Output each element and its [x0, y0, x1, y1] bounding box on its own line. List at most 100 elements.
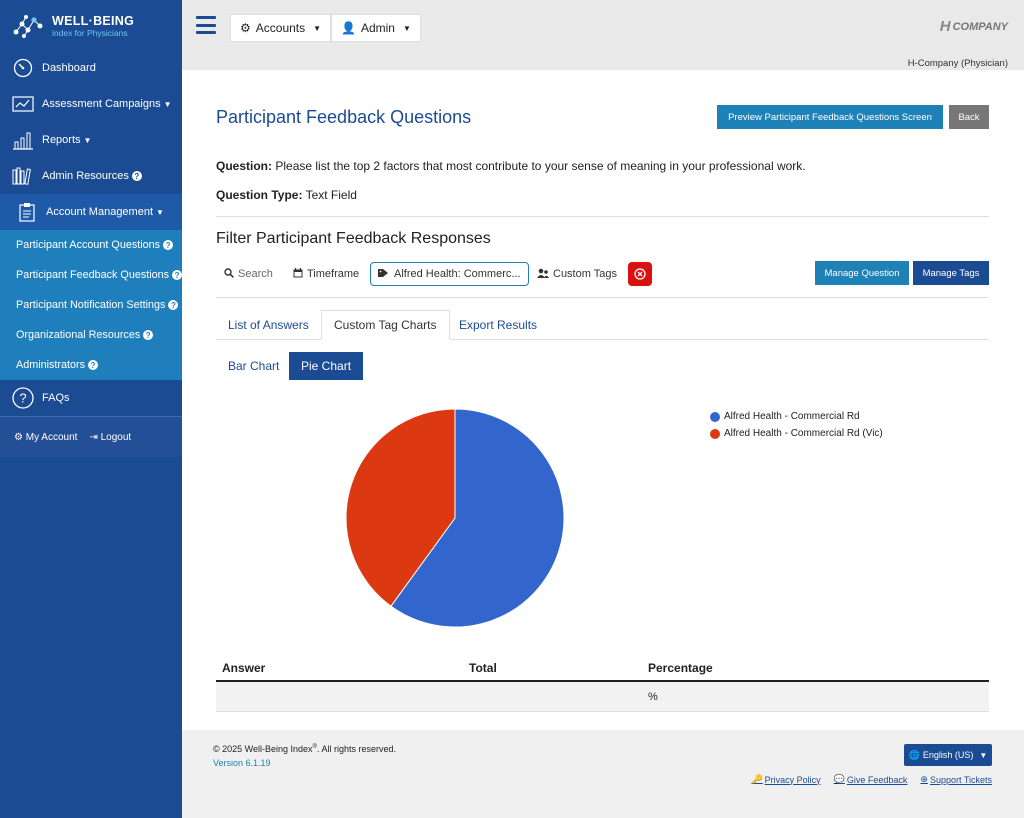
sidebar-item-assessment-campaigns[interactable]: Assessment Campaigns ▼	[0, 86, 182, 122]
sidebar-item-dashboard[interactable]: Dashboard	[0, 50, 182, 86]
help-icon[interactable]: ?	[88, 360, 98, 370]
current-user-label: H-Company (Physician)	[907, 58, 1008, 69]
brand-logo-icon	[13, 15, 43, 38]
users-icon	[537, 268, 549, 281]
back-button[interactable]: Back	[949, 105, 989, 129]
accounts-dropdown[interactable]: ⚙ Accounts ▼	[230, 14, 332, 42]
account-management-submenu: Participant Account Questions? Participa…	[0, 230, 182, 380]
sidebar-item-faqs[interactable]: ? FAQs	[0, 380, 182, 416]
question-type-value: Text Field	[305, 188, 357, 202]
language-dropdown[interactable]: 🌐 English (US) ▼	[904, 744, 992, 766]
preview-button[interactable]: Preview Participant Feedback Questions S…	[717, 105, 943, 129]
table-row: %	[216, 682, 989, 712]
divider	[216, 216, 989, 217]
filter-section-title: Filter Participant Feedback Responses	[216, 230, 491, 247]
sidebar-item-organizational-resources[interactable]: Organizational Resources?	[0, 320, 182, 350]
pie-chart-svg	[345, 408, 565, 628]
tags-icon	[378, 268, 390, 281]
sidebar-item-participant-account-questions[interactable]: Participant Account Questions?	[0, 230, 182, 260]
brand-title: WELL·BEING	[52, 14, 135, 28]
chart-legend: Alfred Health - Commercial Rd Alfred Heal…	[710, 408, 883, 442]
my-account-link[interactable]: ⚙ My Account	[14, 432, 77, 443]
campaign-icon	[12, 93, 34, 115]
sidebar-item-administrators[interactable]: Administrators?	[0, 350, 182, 380]
question-label: Question:	[216, 159, 272, 173]
pie-slice-0[interactable]	[390, 408, 565, 628]
help-icon[interactable]: ?	[163, 240, 174, 250]
version-label: Version 6.1.19	[213, 758, 271, 768]
my-account-label: My Account	[25, 431, 78, 443]
help-icon[interactable]: ?	[172, 270, 182, 280]
caret-down-icon: ▼	[156, 208, 164, 217]
caret-down-icon: ▼	[979, 750, 988, 760]
comment-icon: 💬	[833, 774, 845, 784]
question-line: Question: Please list the top 2 factors …	[216, 159, 806, 173]
support-tickets-link[interactable]: ⊕ Support Tickets	[920, 774, 992, 785]
help-icon[interactable]: ?	[131, 171, 142, 182]
sidebar-subitem-label: Organizational Resources	[16, 329, 141, 341]
company-logo-text: COMPANY	[952, 20, 1008, 33]
results-tabs: List of Answers Custom Tag Charts Export…	[216, 310, 989, 340]
account-row: ⚙ My Account ⇥ Logout	[0, 417, 182, 457]
clipboard-icon	[16, 201, 38, 223]
tab-custom-tag-charts[interactable]: Custom Tag Charts	[321, 310, 450, 340]
sidebar-item-participant-notification-settings[interactable]: Participant Notification Settings?	[0, 290, 182, 320]
legend-label: Alfred Health - Commercial Rd (Vic)	[724, 428, 883, 439]
menu-toggle-icon[interactable]	[196, 16, 216, 34]
footer-links: 🔑 Privacy Policy 💬 Give Feedback ⊕ Support …	[751, 774, 992, 785]
calendar-icon	[293, 267, 303, 281]
help-icon[interactable]: ?	[143, 330, 154, 340]
cogs-icon: ⚙	[240, 21, 251, 35]
brand[interactable]: WELL·BEING index for Physicians	[0, 0, 182, 52]
reports-icon	[12, 129, 34, 151]
user-icon: 👤	[341, 21, 356, 35]
results-table-header: Answer Total Percentage	[216, 654, 989, 682]
caret-down-icon: ▼	[402, 23, 411, 33]
sidebar-item-account-management[interactable]: Account Management ▼	[0, 194, 182, 230]
life-ring-icon: ⊕	[920, 774, 928, 784]
legend-item-0[interactable]: Alfred Health - Commercial Rd	[710, 408, 883, 425]
logout-label: Logout	[100, 431, 132, 443]
clear-filters-button[interactable]	[628, 262, 652, 286]
registered-mark: ®	[312, 744, 317, 750]
question-type-label: Question Type:	[216, 188, 303, 202]
caret-down-icon: ▼	[83, 136, 92, 145]
column-header-answer: Answer	[222, 661, 266, 675]
sidebar-item-participant-feedback-questions[interactable]: Participant Feedback Questions?	[0, 260, 182, 290]
question-text: Please list the top 2 factors that most …	[275, 159, 806, 173]
search-icon	[224, 267, 234, 281]
help-icon[interactable]: ?	[168, 300, 179, 310]
tag-filter-chip[interactable]: Alfred Health: Commerc...	[370, 262, 529, 286]
manage-question-button[interactable]: Manage Question	[815, 261, 909, 285]
sidebar-item-admin-resources[interactable]: Admin Resources?	[0, 158, 182, 194]
legend-item-1[interactable]: Alfred Health - Commercial Rd (Vic)	[710, 425, 883, 442]
brand-subtitle: index for Physicians	[52, 27, 128, 38]
question-circle-icon: ?	[12, 387, 34, 409]
language-label: English (US)	[922, 750, 974, 760]
bar-chart-toggle[interactable]: Bar Chart	[228, 359, 280, 373]
legend-dot	[710, 411, 720, 422]
sidebar-item-reports[interactable]: Reports ▼	[0, 122, 182, 158]
legend-label: Alfred Health - Commercial Rd	[724, 411, 860, 422]
timeframe-filter[interactable]: Timeframe	[293, 262, 359, 286]
custom-tags-filter[interactable]: Custom Tags	[537, 262, 617, 286]
tab-list-of-answers[interactable]: List of Answers	[228, 318, 309, 332]
admin-dropdown[interactable]: 👤 Admin ▼	[331, 14, 421, 42]
sidebar-subitem-label: Participant Notification Settings	[16, 299, 166, 311]
tab-export-results[interactable]: Export Results	[459, 318, 538, 332]
privacy-policy-link[interactable]: 🔑 Privacy Policy	[751, 774, 820, 785]
pie-chart	[342, 405, 572, 635]
logout-link[interactable]: ⇥ Logout	[89, 432, 131, 443]
manage-tags-button[interactable]: Manage Tags	[913, 261, 989, 285]
pie-chart-toggle[interactable]: Pie Chart	[289, 352, 364, 380]
sidebar-item-label: Assessment Campaigns	[42, 98, 161, 110]
gauge-icon	[12, 57, 34, 79]
give-feedback-link[interactable]: 💬 Give Feedback	[834, 774, 908, 785]
search-filter[interactable]: Search	[224, 262, 273, 286]
pie-slice-1[interactable]	[345, 408, 456, 607]
column-header-total: Total	[469, 661, 497, 675]
sidebar-subitem-label: Participant Account Questions	[16, 239, 161, 251]
globe-icon: 🌐	[908, 749, 920, 760]
sidebar-item-label: Dashboard	[42, 62, 96, 74]
legend-dot	[710, 428, 720, 439]
